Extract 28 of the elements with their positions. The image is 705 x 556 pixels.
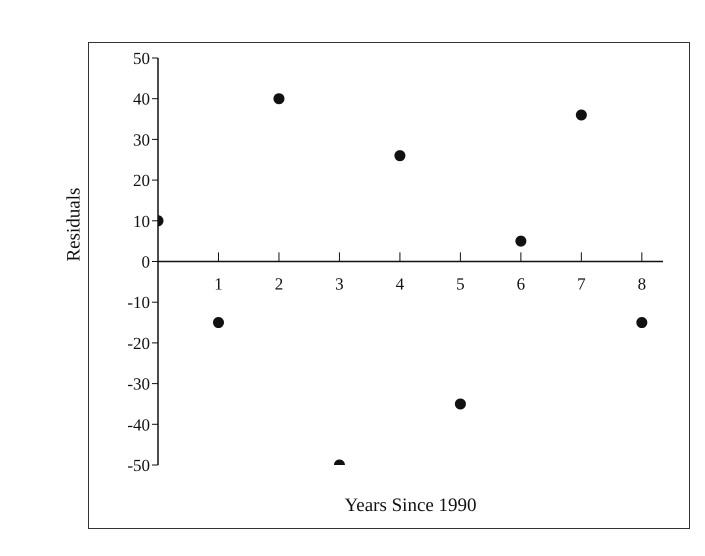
y-tick-label: 10: [133, 212, 150, 231]
x-tick-label: 7: [577, 274, 586, 294]
x-tick-label: 3: [335, 274, 344, 294]
x-tick-label: 2: [274, 274, 284, 294]
y-tick-label: -30: [127, 374, 150, 394]
point: [394, 150, 406, 162]
x-tick-label: 1: [214, 274, 223, 294]
y-tick-label: 50: [133, 49, 150, 68]
y-tick-label: 20: [133, 171, 150, 190]
x-tick-label: 8: [638, 274, 646, 294]
y-tick-label: -20: [127, 334, 150, 353]
point: [454, 398, 466, 410]
x-tick-label: 5: [456, 274, 465, 294]
point: [273, 93, 284, 104]
y-tick-label: -40: [127, 415, 150, 434]
x-tick-label: 6: [516, 274, 526, 294]
y-tick-label: -50: [127, 456, 150, 476]
point: [636, 317, 648, 328]
y-tick-label: 30: [133, 130, 150, 150]
y-tick-label: 40: [133, 90, 150, 109]
point: [212, 317, 224, 328]
point: [576, 109, 587, 120]
x-axis-title: Years Since 1990: [344, 495, 477, 516]
point: [515, 236, 526, 247]
x-tick-label: 4: [396, 274, 405, 294]
y-tick-label: 0: [142, 252, 150, 272]
y-axis-title: Residuals: [64, 188, 85, 262]
y-tick-label: -10: [127, 293, 150, 312]
